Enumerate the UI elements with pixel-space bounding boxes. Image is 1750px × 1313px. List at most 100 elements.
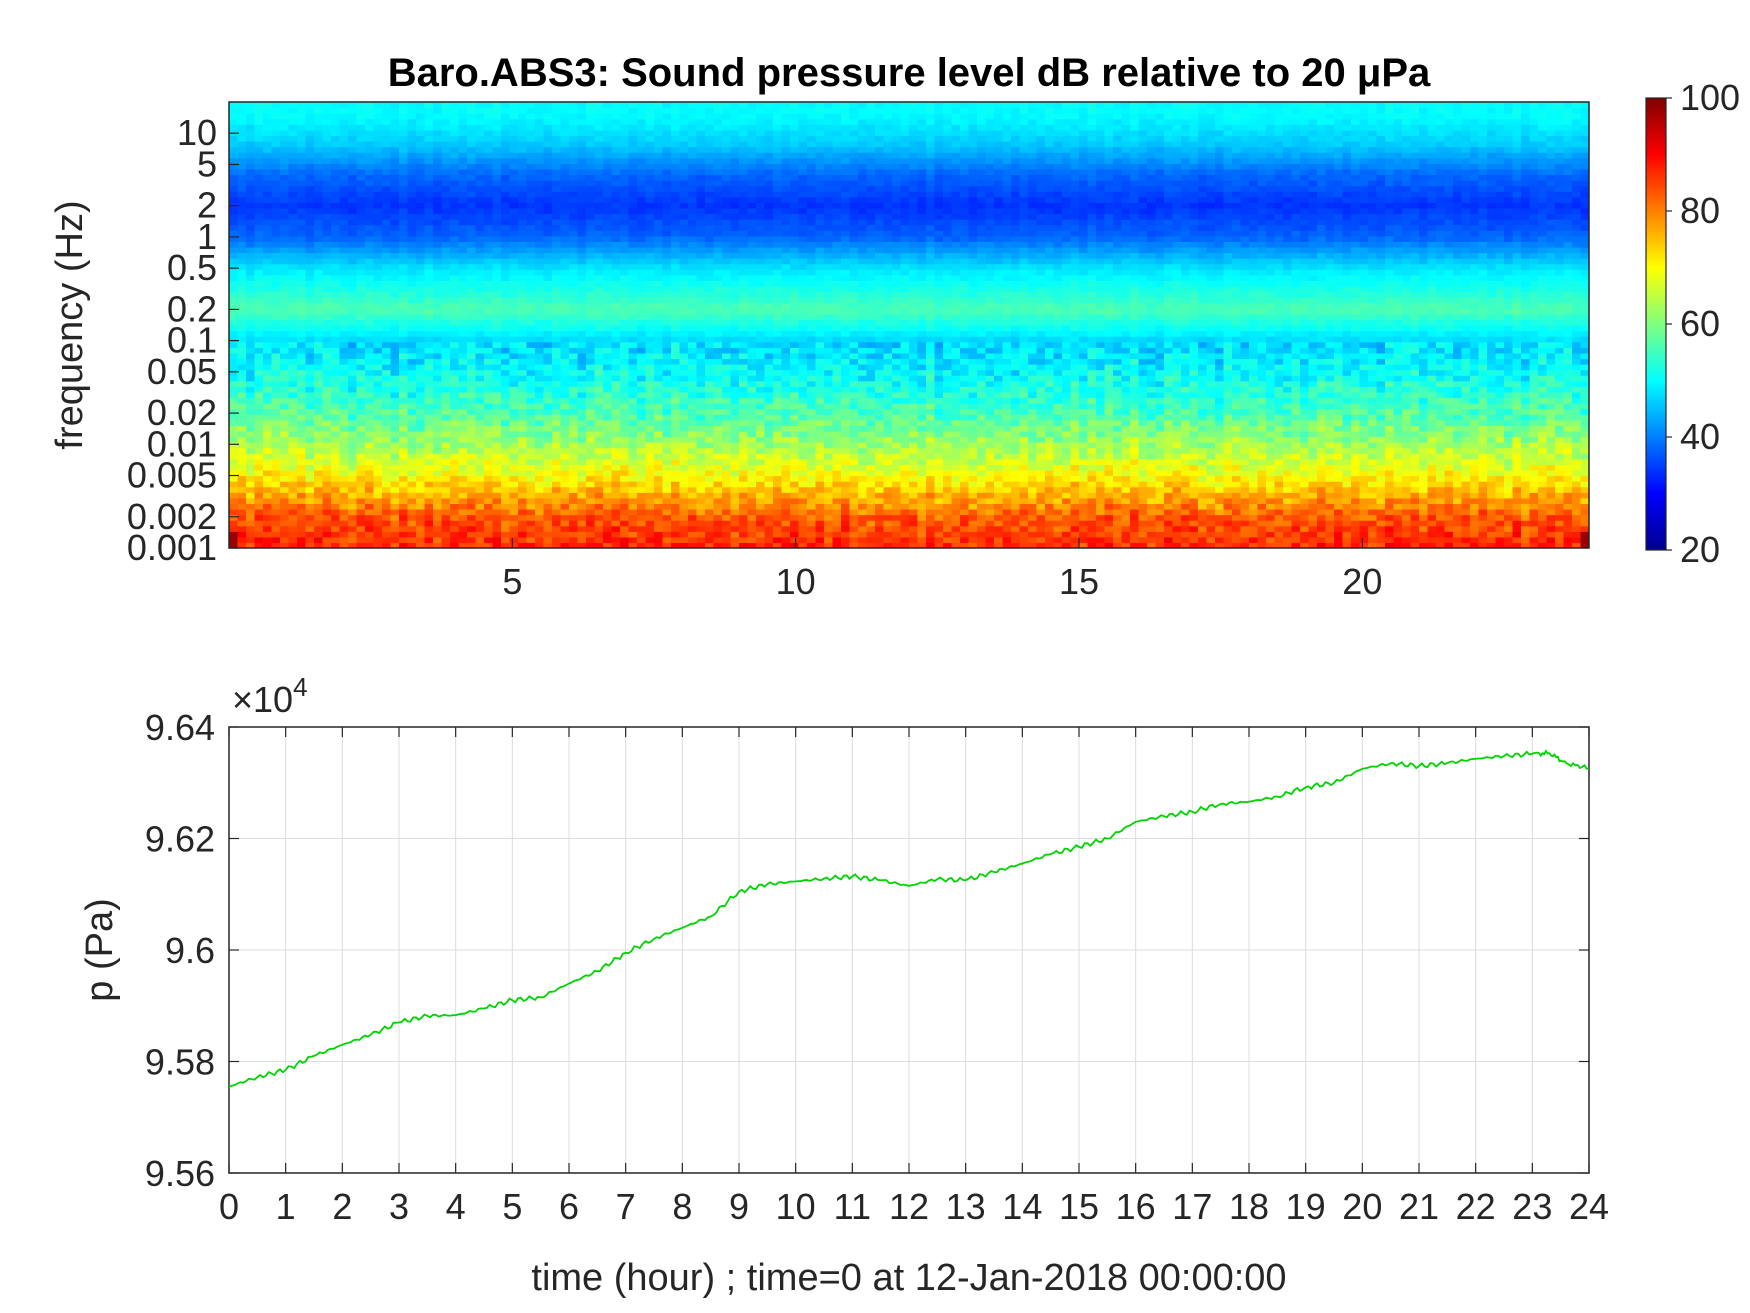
spectrogram-cell [263,135,273,142]
spectrogram-cell [288,297,298,304]
spectrogram-cell [662,102,672,109]
spectrogram-cell [509,168,519,176]
spectrogram-cell [526,514,536,521]
spectrogram-cell [552,325,562,332]
spectrogram-cell [552,347,562,354]
spectrogram-cell [526,386,536,393]
spectrogram-cell [688,520,698,527]
spectrogram-cell [739,375,749,382]
spectrogram-cell [603,352,613,360]
spectrogram-cell [399,375,409,382]
spectrogram-cell [637,163,647,170]
spectrogram-cell [713,419,723,426]
spectrogram-cell [662,375,672,382]
spectrogram-cell [407,274,417,281]
spectrogram-cell [730,536,740,544]
spectrogram-cell [569,497,579,504]
spectrogram-cell [348,163,358,170]
spectrogram-cell [560,542,570,548]
spectrogram-cell [237,230,247,237]
spectrogram-cell [322,469,332,477]
spectrogram-cell [696,269,706,276]
spectrogram-cell [280,469,290,477]
spectrogram-cell [543,380,553,387]
spectrogram-cell [246,246,256,254]
spectrogram-cell [246,408,256,415]
spectrogram-cell [696,464,706,471]
spectrogram-cell [535,542,545,548]
spectrogram-cell [416,464,426,471]
spectrogram-cell [492,497,502,504]
spectrogram-cell [730,330,740,337]
spectrogram-cell [747,508,757,516]
spectrogram-cell [747,129,757,137]
spectrogram-cell [305,135,315,142]
spectrogram-cell [365,241,375,248]
spectrogram-cell [560,403,570,410]
spectrogram-cell [450,207,460,215]
spectrogram-cell [526,224,536,231]
spectrogram-cell [688,185,698,192]
spectrogram-cell [594,185,604,192]
spectrogram-cell [441,107,451,114]
spectrogram-cell [696,202,706,209]
spectrogram-cell [543,386,553,393]
spectrogram-cell [254,174,264,181]
spectrogram-cell [373,196,383,203]
spectrogram-cell [569,447,579,454]
spectrogram-cell [254,285,264,293]
spectrogram-cell [747,442,757,449]
spectrogram-cell [331,508,341,516]
spectrogram-cell [229,330,239,337]
spectrogram-cell [679,135,689,142]
spectrogram-cell [586,403,596,410]
spectrogram-cell [713,430,723,438]
spectrogram-cell [501,291,511,298]
spectrogram-cell [484,386,494,393]
spectrogram-cell [518,313,528,321]
spectrogram-cell [373,269,383,276]
spectrogram-cell [518,274,528,281]
spectrogram-cell [305,291,315,298]
spectrogram-cell [671,302,681,309]
spectrogram-cell [586,269,596,276]
spectrogram-cell [679,207,689,215]
spectrogram-cell [288,274,298,281]
spectrogram-cell [441,508,451,516]
spectrogram-cell [365,213,375,220]
spectrogram-cell [365,196,375,203]
spectrogram-cell [603,141,613,148]
spectrogram-cell [518,280,528,287]
spectrogram-cell [288,152,298,159]
spectrogram-cell [594,285,604,293]
spectrogram-cell [373,280,383,287]
spectrogram-cell [552,291,562,298]
spectrogram-cell [722,375,732,382]
spectrogram-cell [280,525,290,532]
spectrogram-cell [586,397,596,404]
spectrogram-cell [705,135,715,142]
spectrogram-cell [246,492,256,499]
spectrogram-cell [433,514,443,521]
spectrogram-cell [237,464,247,471]
spectrogram-cell [628,464,638,471]
spectrogram-cell [628,341,638,348]
spectrogram-cell [645,141,655,148]
spectrogram-cell [475,274,485,281]
spectrogram-cell [331,436,341,443]
spectrogram-cell [543,531,553,538]
spectrogram-cell [407,302,417,309]
spectrogram-cell [237,508,247,516]
spectrogram-cell [280,508,290,516]
spectrogram-cell [671,252,681,259]
spectrogram-cell [229,447,239,454]
spectrogram-cell [730,252,740,259]
spectrogram-cell [739,263,749,270]
spectrogram-cell [628,319,638,326]
spectrogram-cell [484,102,494,109]
spectrogram-cell [475,497,485,504]
spectrogram-cell [237,531,247,538]
spectrogram-cell [424,202,434,209]
spectrogram-cell [526,241,536,248]
spectrogram-cell [603,414,613,421]
